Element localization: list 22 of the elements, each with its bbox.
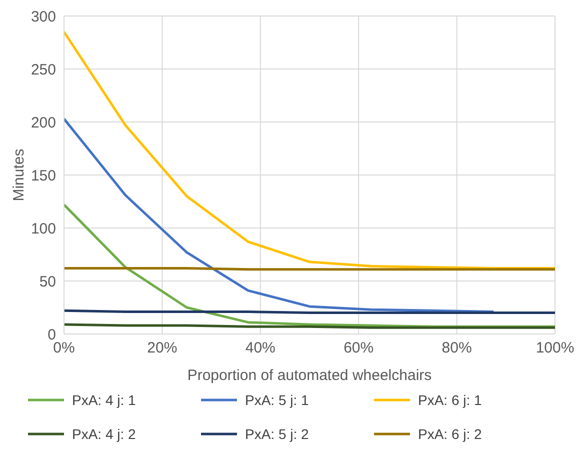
legend-label: PxA: 5 j: 1 [245,392,309,408]
legend-label: PxA: 4 j: 1 [72,392,136,408]
y-axis-title: Minutes [10,148,28,202]
x-axis-title: Proportion of automated wheelchairs [187,367,432,384]
legend-label: PxA: 4 j: 2 [72,426,136,442]
legend-label: PxA: 6 j: 1 [418,392,482,408]
x-tick-label: 20% [147,340,178,357]
legend-label: PxA: 6 j: 2 [418,426,482,442]
y-tick-label: 200 [30,114,56,132]
y-tick-label: 150 [30,167,56,184]
x-tick-label: 100% [536,340,574,357]
line-series [64,118,495,313]
y-tick-label: 0 [48,326,56,344]
x-tick-label: 40% [245,340,276,357]
x-tick-label: 80% [442,340,472,357]
y-tick-label: 300 [30,8,56,26]
x-tick-label: 60% [344,340,374,357]
x-tick-label: 0% [53,340,75,357]
legend-label: PxA: 5 j: 2 [245,426,309,442]
y-tick-label: 100 [30,220,56,238]
y-tick-label: 250 [30,61,56,78]
y-tick-label: 50 [39,273,56,290]
